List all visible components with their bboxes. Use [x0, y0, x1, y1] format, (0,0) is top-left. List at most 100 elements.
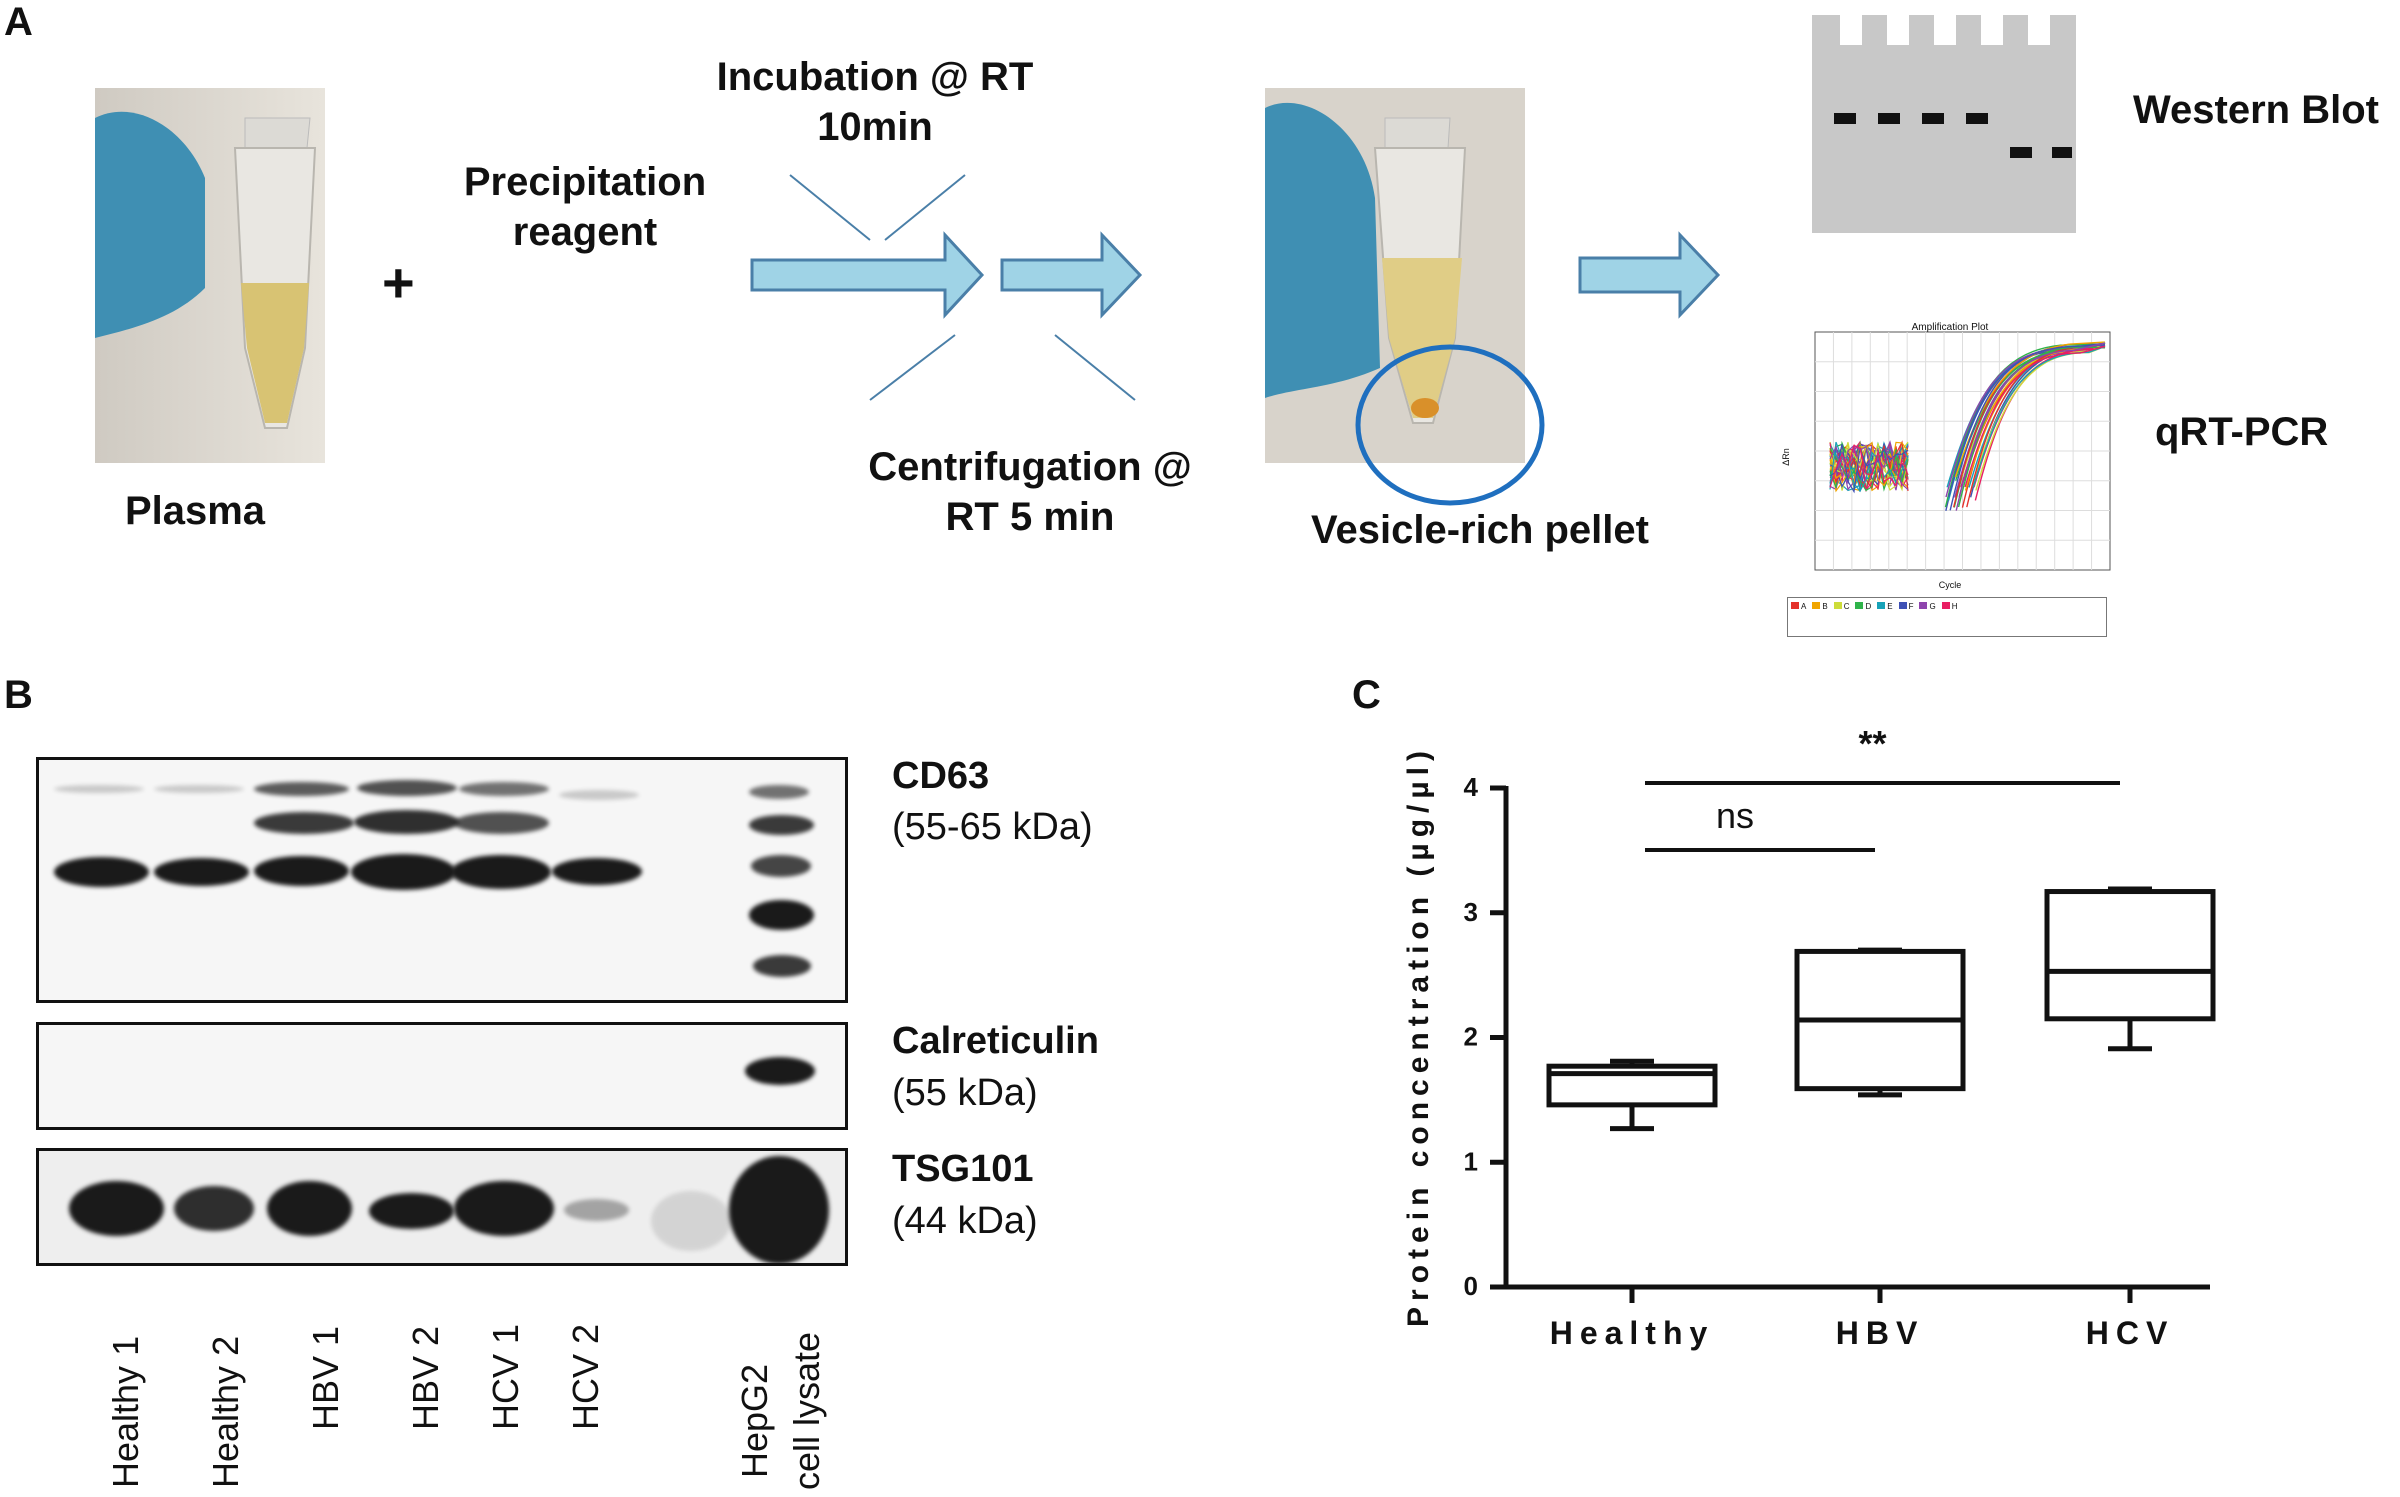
lane-label-hbv-2: HBV 2: [405, 1325, 446, 1430]
x-tick-label-hbv: HBV: [1836, 1315, 1925, 1351]
calreticulin-blot: [36, 1022, 848, 1130]
qpcr-legend-swatch: [1877, 602, 1886, 609]
qpcr-legend-label: E: [1887, 602, 1893, 611]
qpcr-legend-label: F: [1908, 602, 1914, 611]
tsg101-kda: (44 kDa): [892, 1200, 1038, 1242]
y-tick-label-2: 2: [1464, 1022, 1478, 1052]
pellet-highlight-circle: [1355, 344, 1545, 506]
lane-label-hbv-1: HBV 1: [305, 1325, 346, 1430]
qpcr-legend-item: A: [1791, 602, 1806, 611]
panel-a-letter: A: [4, 0, 33, 44]
box-hcv: [2044, 889, 2216, 1022]
qpcr-legend-label: C: [1843, 602, 1850, 611]
incubation-line-2: 10min: [817, 105, 933, 149]
calreticulin-kda: (55 kDa): [892, 1072, 1038, 1114]
panel-c-letter: C: [1352, 673, 1381, 717]
centrifugation-tick-left: [869, 334, 956, 401]
qpcr-plot-svg: [1814, 331, 2111, 571]
incubation-tick-left: [789, 174, 871, 241]
qpcr-plot: Amplification Plot Cycle ΔRn A B C D E F G H: [1781, 312, 2115, 642]
qpcr-legend-label: D: [1865, 602, 1872, 611]
y-axis-label: Protein concentration (µg/µl): [1402, 745, 1435, 1327]
qpcr-noise-trace-29: [1829, 444, 1909, 494]
qpcr-amp-trace-26: [1975, 341, 2106, 491]
reagent-line-2: reagent: [512, 210, 658, 254]
qpcr-noise-trace-31: [1829, 444, 1909, 488]
western-blot-label: Western Blot: [2133, 88, 2379, 132]
x-tick-label-healthy: Healthy: [1550, 1315, 1715, 1351]
qpcr-legend-label: A: [1801, 602, 1807, 611]
pellet-tube-photo: [1265, 88, 1545, 506]
pellet-label: Vesicle-rich pellet: [1311, 508, 1649, 552]
x-tick-label-hcv: HCV: [2086, 1315, 2175, 1351]
lane-label-hepg2: HepG2: [734, 1363, 775, 1478]
qpcr-amp-trace-24: [1966, 345, 2106, 508]
qpcr-noise-trace-28: [1829, 441, 1909, 493]
reagent-label: Precipitation reagent: [445, 157, 725, 257]
western-blot-schematic: [1812, 15, 2076, 233]
qpcr-amp-trace-29: [1949, 344, 2106, 511]
glove-shape: [95, 111, 205, 338]
result-arrow: [1578, 231, 1721, 319]
centrifugation-line-2: RT 5 min: [945, 495, 1115, 539]
qpcr-xlabel: Cycle: [1938, 580, 1962, 590]
lane-label-cell-lysate: cell lysate: [786, 1331, 827, 1490]
qpcr-plot-title: Amplification Plot: [1911, 322, 1989, 333]
qpcr-legend-swatch: [1791, 602, 1799, 609]
incubation-line-1: Incubation @ RT: [716, 55, 1034, 99]
reagent-line-1: Precipitation: [463, 160, 707, 204]
qpcr-legend: A B C D E F G H: [1787, 597, 2107, 637]
lane-label-hcv-1: HCV 1: [485, 1323, 526, 1430]
qpcr-legend-item: C: [1833, 602, 1850, 611]
cd63-label: CD63: [892, 755, 990, 797]
qpcr-amp-trace-25: [1954, 341, 2106, 478]
qpcr-legend-label: G: [1929, 602, 1936, 611]
y-tick-label-3: 3: [1464, 897, 1478, 927]
glove-shape-2: [1265, 102, 1380, 399]
qpcr-legend-item: F: [1898, 602, 1914, 611]
lane-label-hcv-2: HCV 2: [565, 1323, 606, 1430]
plasma-label: Plasma: [124, 489, 266, 533]
centrifugation-arrow: [1000, 231, 1143, 319]
qpcr-legend-swatch: [1919, 602, 1928, 609]
centrifugation-label: Centrifugation @ RT 5 min: [845, 442, 1215, 542]
box-healthy: [1546, 1063, 1718, 1108]
incubation-label: Incubation @ RT 10min: [690, 52, 1060, 152]
y-tick-label-0: 0: [1464, 1271, 1478, 1301]
lane-label-healthy-1: Healthy 1: [105, 1335, 146, 1488]
qpcr-legend-label: H: [1951, 602, 1958, 611]
plasma-tube-photo: [95, 88, 325, 463]
pellet-dot: [1411, 398, 1439, 418]
qpcr-legend-item: D: [1855, 602, 1871, 611]
centrifugation-line-1: Centrifugation @: [868, 445, 1192, 489]
qpcr-legend-item: H: [1941, 602, 1958, 611]
y-tick-label-1: 1: [1464, 1146, 1478, 1176]
incubation-arrow: [750, 231, 985, 319]
incubation-tick-right: [884, 174, 966, 241]
lane-label-healthy-2: Healthy 2: [205, 1335, 246, 1488]
calreticulin-label: Calreticulin: [892, 1020, 1099, 1062]
qpcr-legend-swatch: [1941, 602, 1950, 609]
panel-b-letter: B: [4, 673, 33, 717]
qpcr-legend-swatch: [1898, 602, 1907, 609]
qpcr-amp-trace-30: [1958, 342, 2106, 498]
qpcr-legend-label: B: [1822, 602, 1828, 611]
centrifugation-tick-right: [1054, 334, 1136, 401]
process-arrows: [750, 174, 1143, 401]
significance-label-1: **: [1858, 723, 1886, 764]
qpcr-legend-item: B: [1812, 602, 1828, 611]
cd63-blot: [36, 757, 848, 1003]
qpcr-legend-item: G: [1919, 602, 1936, 611]
tsg101-label: TSG101: [892, 1148, 1034, 1190]
cd63-kda: (55-65 kDa): [892, 806, 1093, 848]
protein-boxplot: 0 1 2 3 4 Protein concentration (µg/µl) Health…: [1402, 723, 2216, 1351]
tsg101-blot: [36, 1148, 848, 1266]
qpcr-amp-trace-31: [1964, 345, 2106, 488]
qpcr-label: qRT-PCR: [2155, 410, 2329, 454]
plus-sign: +: [382, 251, 415, 314]
qpcr-noise-trace-30: [1829, 444, 1909, 491]
significance-label-0: ns: [1716, 795, 1754, 836]
qpcr-noise-trace-27: [1829, 448, 1909, 492]
qpcr-legend-swatch: [1833, 602, 1842, 609]
qpcr-legend-swatch: [1812, 602, 1821, 609]
